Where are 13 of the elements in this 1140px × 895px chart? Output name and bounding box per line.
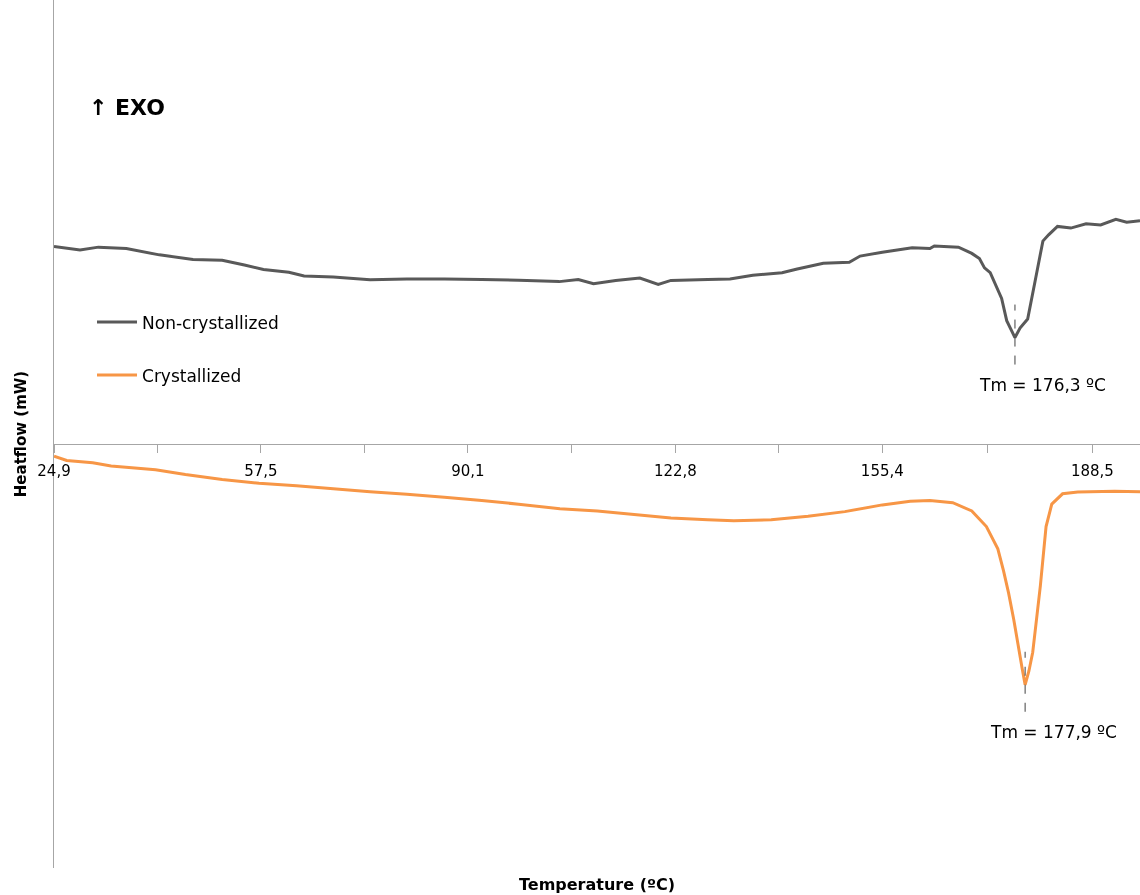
text: Temperature (ºC): [519, 875, 676, 894]
x-tick-label: 188,5: [1070, 461, 1114, 480]
annotation: Tm = 177,9 ºC: [990, 722, 1117, 742]
annotation: Tm = 176,3 ºC: [979, 375, 1106, 395]
x-tick-label: 90,1: [451, 461, 485, 480]
x-tick-label: 122,8: [653, 461, 697, 480]
x-tick-label: 155,4: [860, 461, 904, 480]
y-axis-title: Heatflow (mW): [12, 370, 31, 498]
legend-label: Crystallized: [142, 365, 242, 386]
x-tick-label: 24,9: [37, 461, 71, 480]
x-tick-label: 57,5: [244, 461, 278, 480]
legend-label: Non-crystallized: [142, 312, 279, 333]
text: ↑ EXO: [89, 95, 166, 120]
